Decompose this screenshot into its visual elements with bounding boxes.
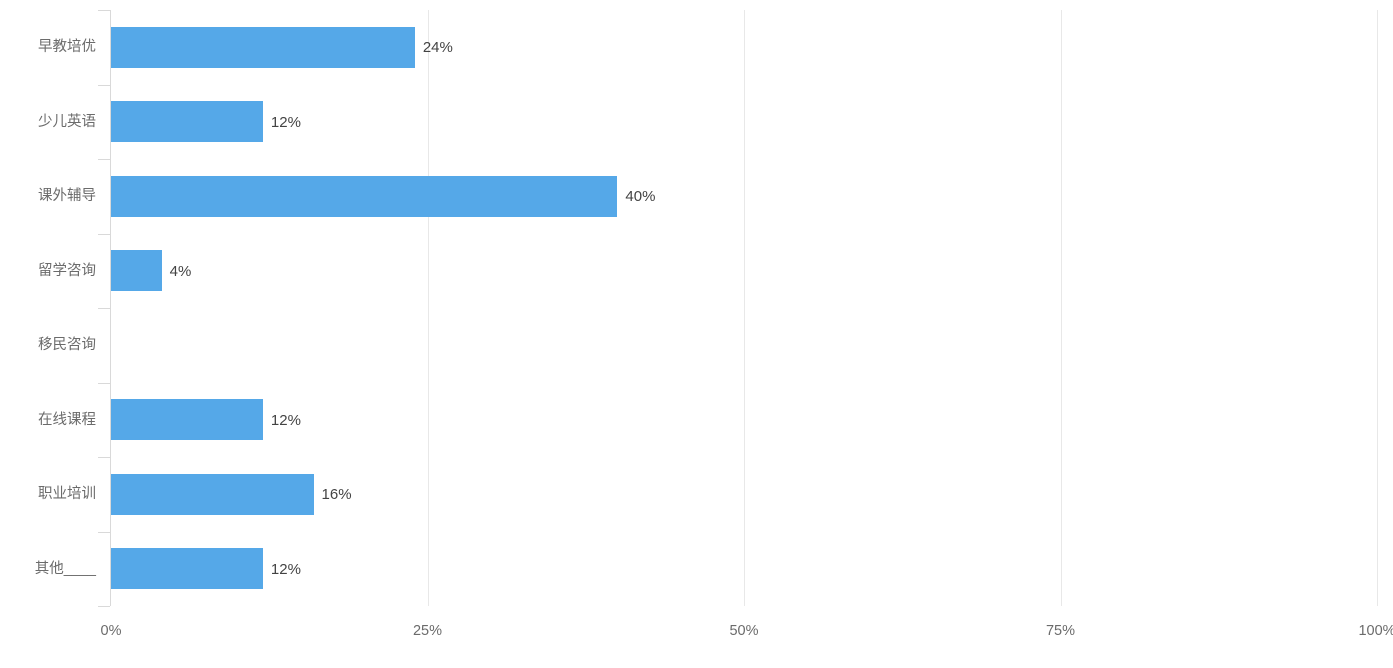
gridline: [1060, 10, 1062, 606]
bar-value-label: 12%: [270, 411, 301, 429]
bar[interactable]: [111, 175, 618, 217]
category-label: 职业培训: [38, 486, 96, 503]
x-axis-tick-label: 75%: [1045, 623, 1076, 639]
category-label: 少儿英语: [38, 113, 96, 130]
bar[interactable]: [111, 399, 263, 441]
y-axis-tick: [98, 383, 110, 384]
bar-value-label: 4%: [169, 262, 192, 280]
y-axis-tick: [98, 532, 110, 533]
bar-value-label: 12%: [270, 560, 301, 578]
x-axis-tick-label: 50%: [729, 623, 759, 639]
y-axis-tick: [98, 457, 110, 458]
bar-value-label: 40%: [625, 188, 656, 206]
category-label: 在线课程: [38, 411, 96, 428]
y-axis-tick: [98, 159, 110, 160]
bar[interactable]: [111, 101, 263, 143]
y-axis-line: [110, 10, 111, 606]
bar[interactable]: [111, 548, 263, 590]
y-axis-tick: [98, 606, 110, 607]
category-label: 留学咨询: [38, 262, 96, 279]
bar-value-label: 24%: [422, 39, 453, 57]
category-label: 课外辅导: [38, 188, 96, 205]
y-axis-tick: [98, 85, 110, 86]
bar-value-label: 12%: [270, 113, 301, 131]
bar[interactable]: [111, 473, 314, 515]
bar-value-label: 16%: [321, 486, 352, 504]
bar[interactable]: [111, 26, 415, 68]
y-axis-tick: [98, 10, 110, 11]
gridline: [744, 10, 745, 606]
y-axis-tick: [98, 234, 110, 235]
bar[interactable]: [111, 250, 162, 292]
x-axis-tick-label: 100%: [1358, 623, 1393, 639]
y-axis-tick: [98, 308, 110, 309]
category-label: 早教培优: [38, 39, 96, 56]
gridline: [427, 10, 429, 606]
x-axis-tick-label: 0%: [100, 623, 122, 639]
category-label: 其他____: [34, 560, 96, 577]
gridline: [1377, 10, 1378, 606]
category-label: 移民咨询: [38, 337, 96, 354]
x-axis-tick-label: 25%: [412, 623, 443, 639]
